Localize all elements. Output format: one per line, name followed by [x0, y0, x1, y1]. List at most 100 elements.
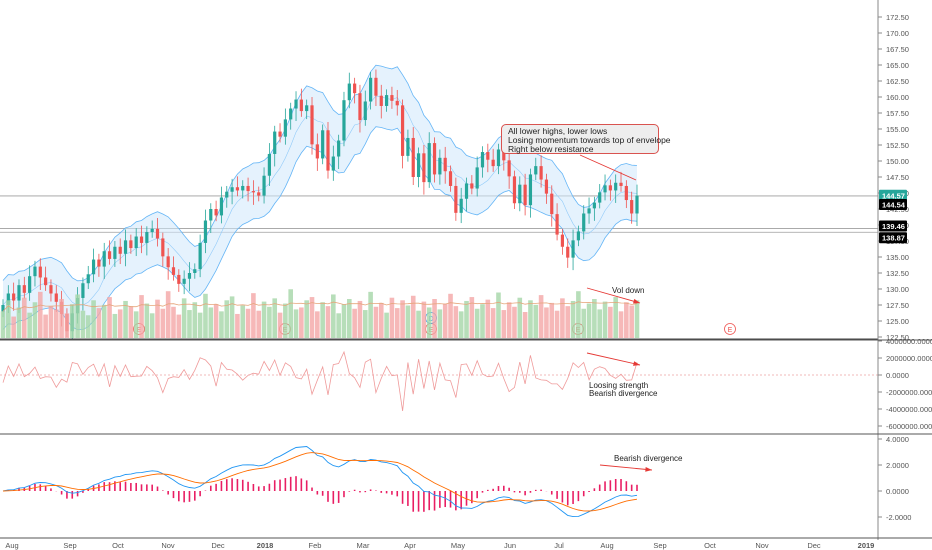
volume-bar [576, 291, 581, 338]
volume-bar [629, 305, 634, 338]
volume-bar [458, 311, 464, 338]
volume-bar [32, 302, 38, 338]
candle-body [443, 157, 447, 172]
candle-body [150, 228, 154, 233]
candle-body [123, 240, 128, 254]
volume-bar [48, 306, 54, 338]
volume-bar [293, 309, 299, 338]
candle-body [502, 149, 506, 161]
time-axis-label: Apr [404, 541, 416, 550]
volume-bar [368, 291, 373, 338]
volume-bar [107, 297, 112, 338]
volume-bar [618, 311, 624, 338]
candle-body [1, 305, 5, 312]
volume-bar [224, 300, 230, 338]
candle-body [289, 108, 293, 120]
candle-body [603, 185, 607, 193]
volume-bar [197, 312, 203, 338]
candle-body [326, 130, 330, 171]
price-tick-label: 122.50 [886, 333, 909, 342]
price-tick-label: 125.00 [886, 317, 909, 326]
volume-bar [277, 312, 283, 338]
price-panel: EEEDEE [0, 64, 878, 340]
candle-body [353, 83, 357, 94]
volume-bar [155, 299, 160, 338]
macd-panel: 4.0000 2.0000 0.0000 -2.0000 [2, 435, 911, 522]
volume-bar [315, 311, 320, 338]
candle-body [390, 95, 394, 101]
time-axis-label: Nov [161, 541, 175, 550]
candle-body [550, 193, 554, 215]
volume-bar [448, 293, 453, 338]
volume-bar [251, 293, 256, 338]
candle-body [518, 184, 522, 204]
candle-body [267, 153, 271, 176]
candle-body [283, 119, 287, 137]
time-axis-label: Jun [504, 541, 516, 550]
candle-body [337, 140, 341, 157]
volume-bar [597, 309, 603, 338]
candle-body [22, 285, 26, 293]
price-label-box [879, 189, 907, 201]
candle-body [598, 192, 602, 203]
candle-body [379, 95, 383, 106]
candle-body [427, 143, 431, 183]
price-label-box [879, 232, 907, 244]
price-tick-label: 152.50 [886, 141, 909, 150]
volume-bar [181, 298, 187, 338]
candle-body [459, 198, 463, 213]
candle-body [560, 234, 565, 247]
volume-divergence-arrow [586, 287, 641, 304]
macd-divergence-arrow-head [645, 466, 652, 472]
time-axis-label: 2018 [257, 541, 274, 550]
volume-bar [299, 307, 304, 338]
volume-bar [187, 310, 192, 338]
volume-bar [496, 292, 501, 338]
macd-tick-label: 2.0000 [886, 461, 909, 470]
candle-body [278, 131, 282, 137]
candle-body [331, 156, 335, 171]
volume-bar [405, 305, 411, 338]
candle-body [512, 176, 517, 204]
price-tick-label: 132.50 [886, 269, 909, 278]
oscillator-tick-label: 4000000.0000 [886, 337, 932, 346]
volume-bar [394, 308, 400, 338]
candle-body [6, 293, 10, 305]
volume-annotation: Vol down [612, 286, 644, 295]
candle-body [17, 285, 21, 301]
volume-bar [112, 313, 118, 338]
volume-bar [522, 312, 528, 338]
volume-bar [549, 302, 555, 338]
volume-bar [133, 311, 139, 338]
volume-bar [634, 300, 640, 338]
time-axis-label: Oct [112, 541, 125, 550]
candle-body [241, 185, 245, 191]
candle-body [587, 208, 591, 214]
price-tick-label: 170.00 [886, 29, 909, 38]
price-tick-label: 127.50 [886, 301, 909, 310]
volume-bar [37, 291, 43, 338]
volume-bar [96, 308, 102, 338]
volume-bar [176, 314, 182, 338]
volume-bar [208, 307, 214, 338]
volume-bar [320, 302, 325, 338]
candle-body [49, 285, 53, 294]
candle-body [321, 130, 325, 159]
price-label-text: 139.46 [882, 222, 905, 231]
oscillator-divergence-arrow-head [633, 361, 640, 366]
envelope-band [3, 65, 637, 330]
candle-body [44, 277, 48, 286]
volume-bar [203, 293, 208, 338]
macd-tick-label: 4.0000 [886, 435, 909, 444]
candle-body [33, 266, 37, 277]
oscillator-tick-label: -2000000.0000 [886, 388, 932, 397]
candle-body [363, 101, 367, 121]
callout-pointer [579, 154, 637, 181]
candle-body [155, 228, 160, 239]
candle-body [225, 191, 229, 198]
candle-body [230, 187, 234, 192]
volume-bar [544, 307, 549, 338]
oscillator-tick-label: -6000000.0000 [886, 422, 932, 431]
candle-body [246, 185, 250, 192]
volume-bar [235, 313, 240, 338]
